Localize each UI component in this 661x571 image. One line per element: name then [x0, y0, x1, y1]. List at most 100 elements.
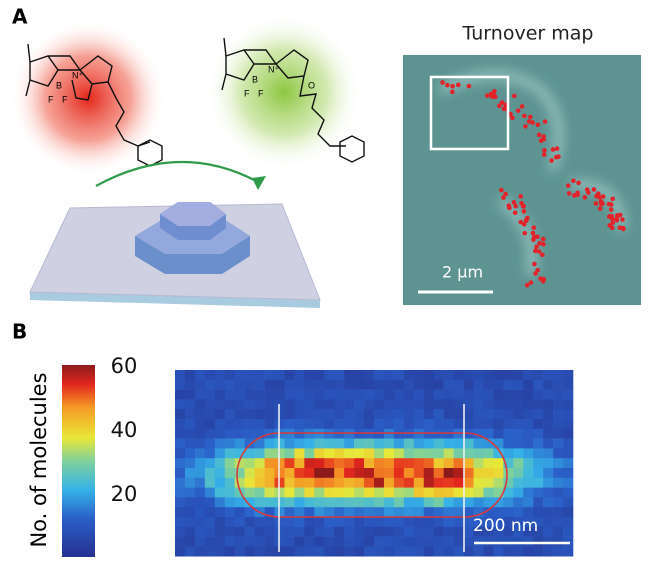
heatmap-cell [234, 419, 245, 430]
heatmap-cell [204, 526, 216, 537]
turnover-dot [466, 83, 472, 89]
heatmap-cell [393, 517, 405, 528]
heatmap-cell [324, 497, 335, 508]
heatmap-cell [443, 399, 454, 410]
heatmap-cell [354, 458, 365, 469]
heatmap-cell [463, 448, 474, 459]
heatmap-cell [403, 517, 415, 528]
heatmap-cell [463, 477, 474, 488]
heatmap-cell [284, 507, 295, 518]
turnover-dot [521, 222, 527, 227]
heatmap-cell [314, 399, 325, 410]
heatmap-cell [383, 517, 395, 528]
turnover-dot [541, 134, 546, 139]
heatmap-cell [503, 409, 514, 420]
heatmap-cell [374, 409, 385, 420]
heatmap-cell [443, 419, 454, 430]
heatmap-cell [294, 409, 305, 420]
heatmap-cell [463, 399, 474, 410]
heatmap-cell [264, 399, 275, 410]
heatmap-cell [314, 458, 325, 469]
heatmap-cell [393, 419, 405, 430]
atom-label: F [62, 94, 68, 104]
heatmap-cell [393, 536, 405, 547]
heatmap-cell [374, 536, 385, 547]
heatmap-cell [503, 497, 514, 508]
heatmap-cell [304, 399, 315, 410]
heatmap-cell [403, 370, 415, 381]
heatmap-cell [294, 428, 305, 439]
heatmap-cell [204, 536, 216, 547]
heatmap-cell [393, 448, 405, 459]
heatmap-cell [284, 526, 295, 537]
heatmap-cell [473, 546, 484, 557]
heatmap-cell [304, 477, 315, 488]
heatmap-cell [463, 370, 474, 381]
atom-label: N⁺ [72, 70, 83, 80]
turnover-map [403, 55, 641, 305]
heatmap-cell [184, 526, 196, 537]
heatmap-cell [563, 448, 574, 459]
heatmap-cell [244, 526, 255, 537]
heatmap-cell [383, 536, 395, 547]
heatmap-cell [523, 546, 534, 557]
turnover-dot [497, 103, 502, 109]
heatmap-cell [493, 458, 504, 469]
turnover-dot [518, 219, 524, 225]
heatmap-cell [224, 507, 235, 518]
heatmap-cell [423, 438, 434, 449]
heatmap-cell [204, 517, 216, 528]
heatmap-cell [304, 409, 315, 420]
heatmap-cell [483, 517, 494, 528]
heatmap-cell [523, 428, 534, 439]
turnover-dot [541, 241, 546, 247]
heatmap-cell [433, 438, 444, 449]
turnover-dot [599, 201, 604, 207]
heatmap-cell [175, 468, 186, 479]
turnover-dot [600, 194, 606, 199]
heatmap-cell [423, 448, 434, 459]
heatmap-cell [483, 409, 494, 420]
heatmap-cell [175, 409, 186, 420]
heatmap-cell [254, 536, 265, 547]
heatmap-cell [503, 487, 514, 498]
heatmap-cell [175, 428, 186, 439]
heatmap-cell [543, 370, 554, 381]
heatmap-cell [224, 517, 235, 528]
heatmap-cell [393, 526, 405, 537]
heatmap-cell [314, 428, 325, 439]
heatmap-cell [234, 468, 245, 479]
heatmap-cell [393, 487, 405, 498]
heatmap-cell [344, 468, 355, 479]
heatmap-cell [473, 497, 484, 508]
heatmap-cell [324, 468, 335, 479]
zoom-box [429, 75, 510, 151]
heatmap-cell [204, 546, 216, 557]
heatmap-cell [483, 428, 494, 439]
heatmap-cell [433, 546, 444, 557]
heatmap-cell [344, 536, 355, 547]
heatmap-cell [364, 468, 375, 479]
heatmap-cell [533, 497, 544, 508]
heatmap-cell [284, 428, 295, 439]
heatmap-cell [543, 458, 554, 469]
heatmap-cell [334, 379, 345, 390]
heatmap-cell [284, 546, 295, 557]
heatmap-cell [264, 379, 275, 390]
heatmap-cell [413, 497, 425, 508]
heatmap-cell [334, 477, 345, 488]
heatmap-cell [175, 487, 186, 498]
heatmap-cell [483, 379, 494, 390]
heatmap-cell [393, 389, 405, 400]
heatmap-cell [493, 487, 504, 498]
heatmap-cell [324, 399, 335, 410]
heatmap-cell [383, 399, 395, 410]
heatmap-cell [254, 546, 265, 557]
heatmap-cell [563, 370, 574, 381]
heatmap-cell [553, 438, 564, 449]
heatmap-cell [473, 428, 484, 439]
heatmap-cell [563, 536, 574, 547]
heatmap-cell [224, 379, 235, 390]
heatmap-cell [533, 399, 544, 410]
heatmap-cell [254, 497, 265, 508]
